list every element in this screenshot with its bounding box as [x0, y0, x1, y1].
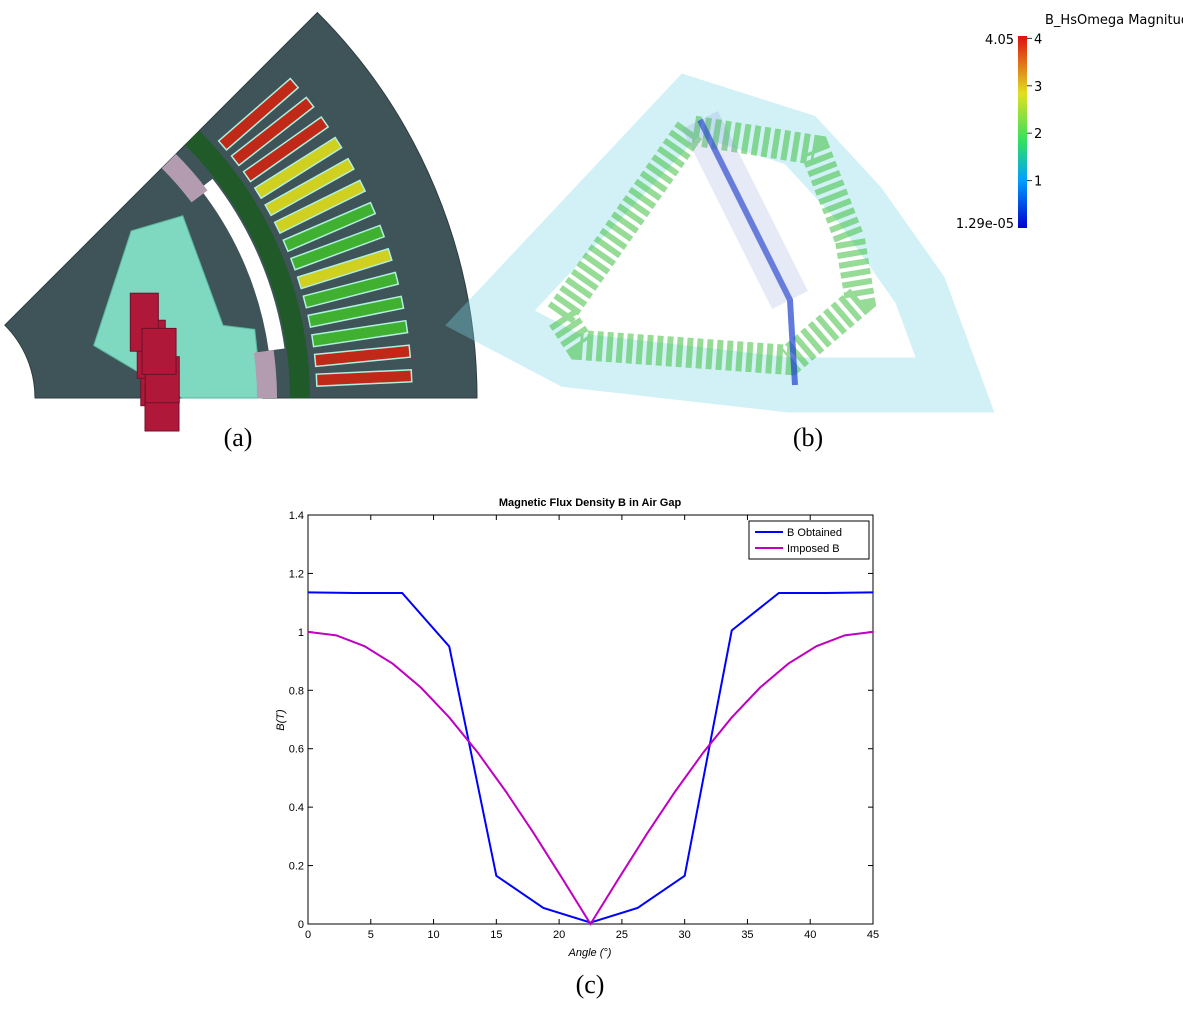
x-tick-label: 0 — [305, 929, 311, 941]
y-tick-label: 0.4 — [289, 802, 304, 814]
colorbar-tick-label: 1 — [1034, 175, 1042, 190]
series-line — [307, 630, 874, 926]
x-tick-label: 10 — [427, 929, 439, 941]
legend-label: Imposed B — [787, 543, 840, 555]
slot — [217, 77, 300, 152]
colorbar-range-label: 4.05 — [985, 33, 1014, 48]
slot — [307, 295, 405, 329]
caption: (a) — [224, 423, 253, 452]
x-tick-label: 15 — [490, 929, 502, 941]
colorbar — [1018, 36, 1027, 228]
x-tick-label: 5 — [368, 929, 374, 941]
yoke-band — [185, 130, 310, 399]
plot-area — [307, 514, 874, 925]
mesh-panel — [4, 11, 478, 432]
air-gap — [199, 178, 285, 351]
magnet — [141, 327, 177, 375]
slot — [313, 344, 412, 368]
slot — [315, 369, 413, 387]
slot — [289, 224, 386, 271]
slot — [264, 157, 355, 217]
colorbar-range-label: 1.29e-05 — [956, 217, 1014, 232]
x-tick-label: 20 — [553, 929, 565, 941]
slot — [253, 136, 343, 200]
colorbar-tick-label: 4 — [1034, 32, 1042, 47]
x-tick-label: 30 — [679, 929, 691, 941]
vector-field-panel — [445, 73, 995, 413]
y-tick-label: 1.4 — [289, 510, 304, 522]
x-tick-label: 35 — [741, 929, 753, 941]
colorbar-tick-label: 2 — [1034, 127, 1042, 142]
slot — [230, 96, 315, 167]
y-tick-label: 0.2 — [289, 861, 304, 873]
legend-label: B Obtained — [787, 527, 842, 539]
caption: (b) — [793, 423, 823, 452]
y-tick-label: 1 — [298, 627, 304, 639]
x-tick-label: 25 — [616, 929, 628, 941]
x-tick-label: 45 — [867, 929, 879, 941]
slot — [302, 271, 400, 309]
chart-title: Magnetic Flux Density B in Air Gap — [499, 497, 682, 509]
y-axis-label: B(T) — [275, 709, 287, 731]
y-tick-label: 0 — [298, 919, 304, 931]
x-tick-label: 40 — [804, 929, 816, 941]
slot — [296, 247, 393, 290]
slot — [282, 201, 377, 253]
slot — [273, 179, 367, 235]
field-line — [697, 118, 798, 386]
field-band — [445, 73, 995, 413]
slot — [310, 319, 409, 348]
y-tick-label: 0.6 — [289, 744, 304, 756]
colorbar-title: B_HsOmega Magnitude — [1045, 13, 1183, 28]
pole-shoe — [161, 154, 208, 203]
field-line — [682, 111, 808, 309]
caption: (c) — [576, 970, 605, 999]
y-tick-label: 0.8 — [289, 685, 304, 697]
legend-box — [748, 520, 870, 560]
x-axis-label: Angle (°) — [568, 947, 612, 959]
y-tick-label: 1.2 — [289, 568, 304, 580]
pole-shoe — [253, 349, 277, 398]
slot — [242, 116, 330, 183]
colorbar-tick-label: 3 — [1034, 80, 1042, 95]
